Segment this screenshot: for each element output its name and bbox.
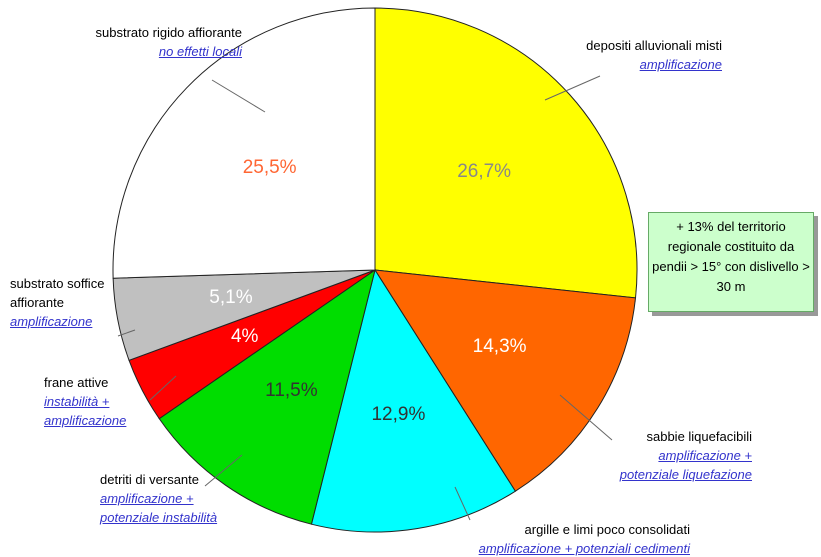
leader-line	[559, 394, 613, 441]
leader-line	[454, 486, 471, 521]
value-label: 26,7%	[457, 160, 512, 182]
value-label: 12,9%	[371, 403, 426, 425]
value-label: 4%	[230, 326, 259, 348]
category: substrato soffice affiorante	[10, 276, 105, 310]
effect: amplificazione + potenziali cedimenti	[478, 541, 690, 556]
slice	[374, 7, 638, 299]
effect: instabilità + amplificazione	[44, 394, 127, 428]
effect: no effetti locali	[158, 44, 242, 59]
value-label: 25,5%	[242, 156, 297, 178]
slice	[158, 268, 376, 525]
effect: amplificazione + potenziale liquefazione	[619, 448, 752, 482]
category: sabbie liquefacibili	[646, 429, 752, 444]
effect: amplificazione	[10, 314, 93, 329]
slice	[310, 268, 517, 533]
slice-label: detriti di versante amplificazione + pote…	[100, 470, 250, 527]
category: substrato rigido affiorante	[95, 25, 242, 40]
slice-label: frane attive instabilità + amplificazione	[44, 373, 164, 430]
category: detriti di versante	[100, 472, 199, 487]
leader-line	[544, 75, 601, 101]
category: depositi alluvionali misti	[586, 38, 722, 53]
slice	[112, 7, 376, 279]
leader-line	[204, 454, 243, 487]
category: argille e limi poco consolidati	[524, 522, 690, 537]
slice	[374, 269, 637, 492]
value-label: 5,1%	[209, 286, 253, 308]
effect: amplificazione	[639, 57, 722, 72]
slice-label: depositi alluvionali misti amplificazione	[540, 36, 722, 74]
value-label: 11,5%	[265, 379, 318, 401]
leader-line	[149, 375, 177, 401]
value-label: 14,3%	[472, 336, 527, 358]
slice-label: sabbie liquefacibili amplificazione + pot…	[600, 427, 752, 484]
annotation: + 13% del territorio regionale costituit…	[648, 212, 814, 312]
slice-label: argille e limi poco consolidati amplifica…	[420, 520, 690, 557]
effect: amplificazione + potenziale instabilità	[100, 491, 218, 525]
slice-label: substrato soffice affiorante amplificazio…	[10, 274, 120, 331]
category: frane attive	[44, 375, 109, 390]
leader-line	[117, 329, 136, 337]
slice-label: substrato rigido affiorante no effetti lo…	[52, 23, 242, 61]
leader-line	[211, 79, 266, 113]
